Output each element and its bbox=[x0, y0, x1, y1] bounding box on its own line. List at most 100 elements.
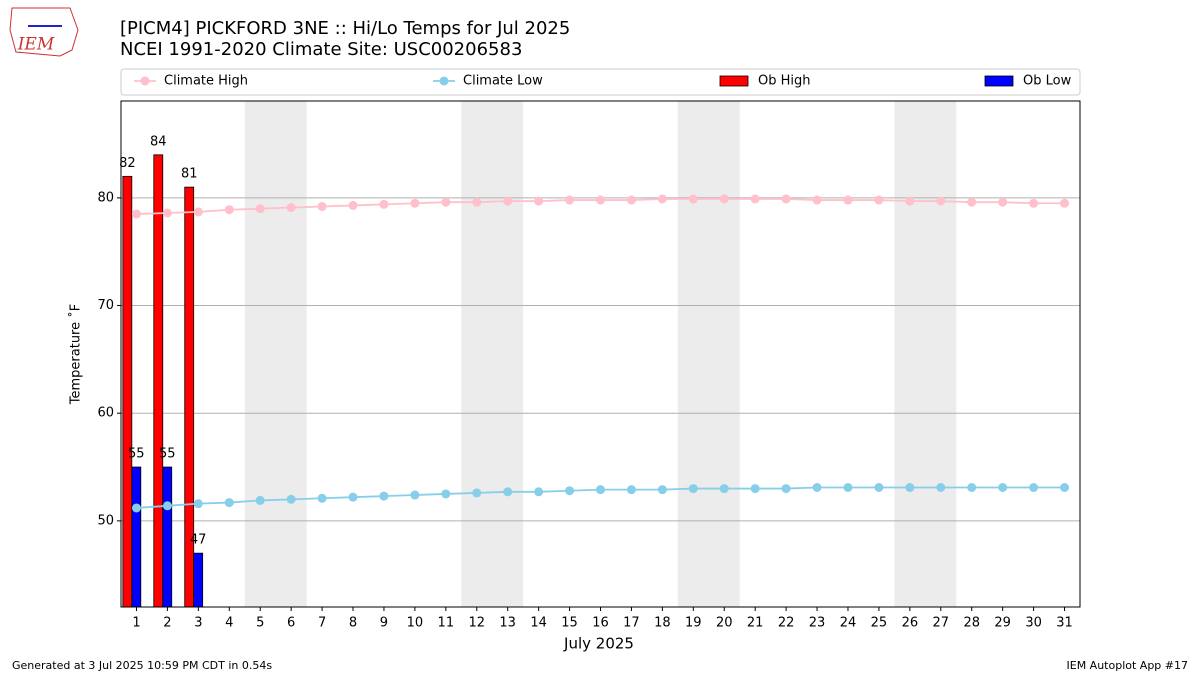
x-tick-label: 4 bbox=[225, 616, 233, 631]
series-point bbox=[224, 498, 234, 508]
series-point bbox=[812, 482, 822, 492]
legend-label: Climate Low bbox=[463, 74, 543, 89]
plot-frame bbox=[120, 100, 1081, 608]
chart-subtitle: NCEI 1991-2020 Climate Site: USC00206583 bbox=[120, 39, 522, 60]
series-point bbox=[596, 485, 605, 495]
legend-label: Ob Low bbox=[1023, 74, 1072, 89]
y-axis-label: Temperature ˚F bbox=[68, 304, 84, 405]
series-point bbox=[131, 503, 141, 513]
series-point bbox=[131, 209, 141, 219]
series-point bbox=[317, 493, 327, 503]
series-point bbox=[379, 199, 389, 209]
x-axis-label: July 2025 bbox=[563, 635, 634, 653]
series-point bbox=[441, 197, 451, 207]
series-point bbox=[1029, 198, 1039, 208]
series-point bbox=[410, 198, 420, 208]
series-point bbox=[162, 208, 172, 218]
x-tick-label: 2 bbox=[163, 616, 171, 631]
bar-value-label: 81 bbox=[181, 167, 198, 182]
x-tick-label: 12 bbox=[468, 616, 485, 631]
bar bbox=[153, 154, 164, 608]
x-tick-label: 8 bbox=[349, 616, 357, 631]
series-point bbox=[503, 487, 513, 497]
series-point bbox=[719, 484, 729, 494]
logo: IEM bbox=[9, 7, 79, 57]
series-point bbox=[843, 482, 853, 492]
bar-value-label: 55 bbox=[128, 447, 145, 462]
series-point bbox=[750, 484, 760, 494]
bar-value-label: 55 bbox=[159, 447, 176, 462]
x-tick-label: 10 bbox=[407, 616, 424, 631]
series-point bbox=[193, 207, 203, 217]
logo-outline bbox=[9, 7, 79, 57]
footer-right: IEM Autoplot App #17 bbox=[1067, 659, 1189, 672]
x-tick-label: 5 bbox=[256, 616, 264, 631]
bar bbox=[122, 175, 133, 608]
series-point bbox=[967, 197, 977, 207]
y-tick-label: 70 bbox=[97, 298, 114, 313]
legend-label: Ob High bbox=[758, 74, 811, 89]
x-tick-label: 16 bbox=[592, 616, 609, 631]
series-point bbox=[534, 487, 544, 497]
series-point bbox=[936, 482, 946, 492]
legend-swatch bbox=[719, 75, 749, 87]
bar bbox=[162, 466, 173, 608]
series-point bbox=[596, 195, 605, 205]
series-point bbox=[998, 197, 1008, 207]
legend-marker bbox=[140, 76, 150, 86]
footer-left: Generated at 3 Jul 2025 10:59 PM CDT in … bbox=[12, 659, 272, 672]
series-point bbox=[1060, 198, 1070, 208]
bar-value-label: 84 bbox=[150, 134, 167, 149]
series-point bbox=[441, 489, 451, 499]
series-point bbox=[874, 482, 884, 492]
series-point bbox=[781, 194, 791, 204]
series-point bbox=[1060, 482, 1070, 492]
logo-text: IEM bbox=[17, 35, 55, 55]
series-point bbox=[657, 194, 667, 204]
x-tick-label: 21 bbox=[747, 616, 764, 631]
legend-box bbox=[120, 68, 1081, 96]
x-tick-label: 3 bbox=[194, 616, 202, 631]
bar-value-label: 47 bbox=[190, 533, 207, 548]
series-point bbox=[719, 194, 729, 204]
x-tick-label: 1 bbox=[132, 616, 140, 631]
series-point bbox=[688, 484, 698, 494]
x-tick-label: 9 bbox=[380, 616, 388, 631]
series-point bbox=[410, 490, 420, 500]
series-point bbox=[874, 195, 884, 205]
series-point bbox=[688, 194, 698, 204]
x-tick-label: 29 bbox=[994, 616, 1011, 631]
series-point bbox=[472, 197, 482, 207]
series-point bbox=[843, 195, 853, 205]
x-tick-label: 24 bbox=[840, 616, 857, 631]
weekend-shade bbox=[894, 101, 957, 607]
weekend-shade bbox=[461, 101, 524, 607]
series-point bbox=[534, 196, 544, 206]
series-point bbox=[255, 204, 265, 214]
series-point bbox=[348, 492, 358, 502]
x-tick-label: 25 bbox=[871, 616, 888, 631]
x-tick-label: 27 bbox=[933, 616, 950, 631]
bar bbox=[131, 466, 142, 608]
series-point bbox=[750, 194, 760, 204]
series-point bbox=[162, 501, 172, 511]
series-point bbox=[255, 495, 265, 505]
series-point bbox=[472, 488, 482, 498]
series-point bbox=[905, 482, 915, 492]
y-tick-label: 80 bbox=[97, 190, 114, 205]
series-point bbox=[936, 196, 946, 206]
y-tick-label: 50 bbox=[97, 513, 114, 528]
series-point bbox=[657, 485, 667, 495]
x-tick-label: 28 bbox=[963, 616, 980, 631]
weekend-shade bbox=[677, 101, 740, 607]
series-point bbox=[967, 482, 977, 492]
series-point bbox=[565, 195, 575, 205]
series-point bbox=[905, 196, 915, 206]
series-point bbox=[812, 195, 822, 205]
x-tick-label: 7 bbox=[318, 616, 326, 631]
weekend-shade bbox=[244, 101, 307, 607]
series-point bbox=[317, 202, 327, 212]
bar-value-label: 82 bbox=[119, 156, 136, 171]
